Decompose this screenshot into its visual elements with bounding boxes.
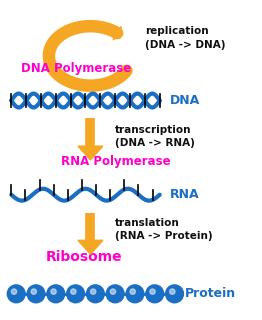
Text: Protein: Protein [184,287,236,300]
Polygon shape [78,240,103,254]
Text: RNA Polymerase: RNA Polymerase [61,156,170,169]
Circle shape [27,285,45,303]
Circle shape [71,289,76,294]
Text: DNA: DNA [170,94,200,107]
Circle shape [31,289,36,294]
Circle shape [130,289,135,294]
Circle shape [166,285,183,303]
Circle shape [106,285,124,303]
Circle shape [86,285,104,303]
Text: replication: replication [145,26,209,36]
Text: DNA Polymerase: DNA Polymerase [21,62,132,75]
Circle shape [126,285,144,303]
Polygon shape [78,146,103,160]
Text: RNA: RNA [170,188,199,201]
Text: (DNA -> DNA): (DNA -> DNA) [145,40,225,50]
Circle shape [47,285,65,303]
Text: (DNA -> RNA): (DNA -> RNA) [115,138,195,148]
Text: Ribosome: Ribosome [46,250,123,264]
Circle shape [150,289,155,294]
Text: transcription: transcription [115,125,192,135]
Circle shape [51,289,56,294]
Circle shape [11,289,17,294]
Circle shape [146,285,164,303]
Circle shape [90,289,96,294]
Circle shape [67,285,85,303]
Text: translation: translation [115,219,180,228]
Circle shape [110,289,116,294]
Text: (RNA -> Protein): (RNA -> Protein) [115,231,213,241]
Circle shape [170,289,175,294]
Polygon shape [113,26,121,40]
Circle shape [7,285,25,303]
